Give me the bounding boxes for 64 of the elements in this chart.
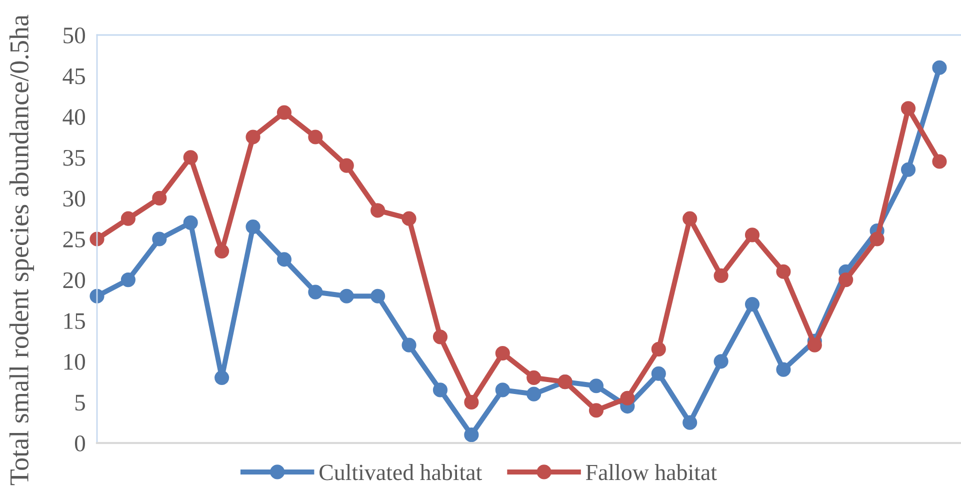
point: [900, 101, 916, 116]
point: [246, 219, 260, 234]
point: [651, 366, 666, 381]
legend-label: Cultivated habitat: [320, 464, 482, 480]
point: [807, 338, 822, 352]
point: [432, 330, 448, 344]
point: [432, 382, 448, 398]
point: [402, 211, 416, 226]
point: [339, 288, 354, 304]
point: [495, 382, 510, 398]
point: [838, 272, 854, 288]
y-tick-label: 40: [62, 109, 85, 126]
point: [183, 150, 198, 165]
point: [152, 190, 167, 206]
y-tick-label: 5: [75, 394, 85, 411]
y-axis-title: Total small rodent species abundance/0.5ha: [9, 14, 34, 486]
point: [526, 386, 542, 402]
legend-label: Fallow habitat: [586, 464, 717, 480]
point: [183, 215, 198, 230]
point: [370, 288, 386, 304]
y-tick-label: 35: [63, 150, 85, 166]
point: [495, 346, 510, 361]
point: [744, 296, 760, 312]
point: [714, 354, 728, 369]
point: [120, 211, 136, 226]
point: [402, 338, 416, 352]
y-tick-label: 50: [64, 27, 85, 44]
point: [682, 415, 698, 430]
point: [682, 211, 698, 226]
point: [776, 362, 791, 377]
point: [526, 370, 542, 386]
point: [308, 284, 323, 300]
point: [870, 232, 884, 246]
point: [370, 203, 386, 218]
y-tick-label: 20: [63, 272, 85, 288]
point: [588, 378, 604, 394]
y-tick-label: 30: [63, 190, 85, 207]
point: [152, 232, 167, 246]
y-tick-label: 45: [62, 68, 85, 84]
point: [276, 105, 292, 120]
point: [651, 342, 666, 356]
point: [932, 154, 947, 169]
point: [744, 228, 760, 242]
y-tick-label: 10: [64, 354, 85, 370]
point: [120, 272, 136, 288]
y-tick-label: 25: [63, 232, 85, 248]
point: [776, 264, 791, 279]
point: [90, 288, 104, 304]
point: [620, 390, 635, 406]
point: [339, 158, 354, 173]
y-tick-label: 0: [74, 435, 85, 452]
point: [214, 244, 230, 259]
point: [308, 130, 323, 144]
point: [932, 60, 947, 75]
point: [90, 232, 104, 246]
point: [276, 252, 292, 267]
point: [588, 403, 604, 418]
point: [214, 370, 230, 386]
point: [714, 268, 728, 284]
point: [900, 162, 916, 177]
y-tick-label: 15: [64, 313, 85, 330]
point: [464, 394, 479, 410]
point: [464, 428, 479, 442]
point: [246, 130, 260, 144]
